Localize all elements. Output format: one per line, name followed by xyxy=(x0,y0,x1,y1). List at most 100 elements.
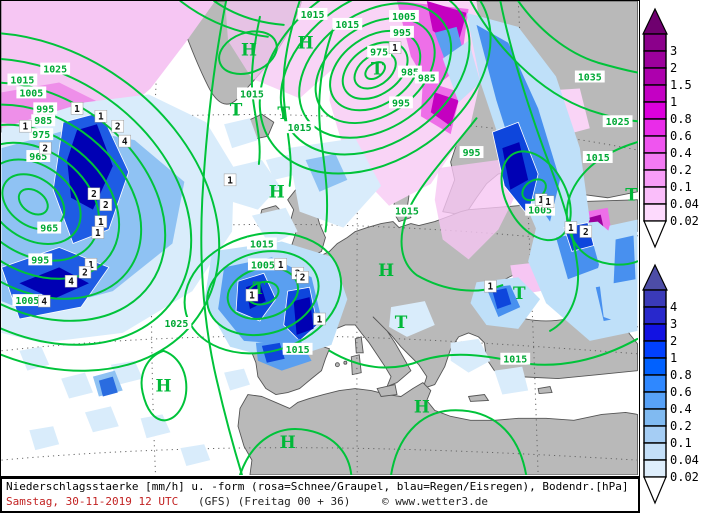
pressure-label-bg xyxy=(392,204,422,217)
precip-value-label: 1 xyxy=(278,260,284,271)
high-center: H xyxy=(241,40,257,60)
pressure-label: 1015 xyxy=(395,207,419,218)
pressure-label: 1025 xyxy=(164,319,188,330)
precip-label-bg xyxy=(39,141,52,155)
precip-value-label: 1 xyxy=(88,260,94,271)
scale-box xyxy=(643,84,667,103)
high-center: H xyxy=(269,182,285,202)
scale-label: 0.2 xyxy=(670,163,692,177)
scale-box xyxy=(643,408,667,427)
scale-label: 0.8 xyxy=(670,368,692,382)
precip-value-label: 1 xyxy=(95,228,101,239)
pressure-label: 1015 xyxy=(240,89,264,100)
precip-label-bg xyxy=(99,198,113,211)
pressure-label-bg xyxy=(574,70,605,83)
high-center: H xyxy=(156,376,172,396)
scale-box xyxy=(643,169,667,188)
precip-label-bg xyxy=(313,312,326,326)
pressure-label: 1015 xyxy=(288,123,312,134)
precip-label-bg xyxy=(94,110,108,123)
scale-box xyxy=(643,118,667,137)
pressure-label-bg xyxy=(525,203,556,216)
scale-arrow-up xyxy=(642,263,668,291)
pressure-label-bg xyxy=(284,121,315,134)
low-center: T xyxy=(371,59,384,79)
pressure-label-bg xyxy=(367,45,392,58)
precip-label-bg xyxy=(19,119,32,133)
pressure-label-bg xyxy=(26,150,51,162)
pressure-label: 995 xyxy=(463,148,481,159)
pressure-label: 1005 xyxy=(251,260,275,271)
isobar-azores-high xyxy=(140,349,188,422)
low-center: T xyxy=(277,103,290,123)
precip-value-label: 1 xyxy=(568,223,574,234)
scale-box xyxy=(643,289,667,308)
scale-label: 0.04 xyxy=(670,453,699,467)
pressure-label-bg xyxy=(459,146,484,159)
precip-value-label: 1 xyxy=(488,282,494,293)
pressure-labels: 1025101510059959859759659659951005102510… xyxy=(7,7,633,366)
precip-label-bg xyxy=(484,279,497,293)
scale-label: 0.2 xyxy=(670,419,692,433)
isobar-1015-mediterranean xyxy=(328,337,638,369)
precip-label-bg xyxy=(245,288,259,302)
land-north-africa xyxy=(237,382,638,475)
scale-box xyxy=(643,306,667,325)
isobar-greenland-high xyxy=(218,30,278,75)
colorbar-strip: 3 2 1.5 1 0.8 0.6 0.4 0.2 0.1 0.04 0.02 4 3 2 1 0.8 0.6… xyxy=(640,0,704,513)
pressure-label: 975 xyxy=(370,48,388,59)
precip-label-bg xyxy=(64,275,78,288)
scale-box xyxy=(643,50,667,69)
scale-label: 0.02 xyxy=(670,214,699,228)
scale-box xyxy=(643,442,667,461)
scale-box xyxy=(643,340,667,359)
isobar-1015-denmark xyxy=(400,117,504,292)
pressure-label: 985 xyxy=(418,73,436,84)
pressure-label: 975 xyxy=(32,130,50,141)
precip-label-bg xyxy=(91,226,105,239)
scale-label: 2 xyxy=(670,61,677,75)
precip-value-label: 2 xyxy=(300,273,306,284)
pressure-label-bg xyxy=(390,25,414,38)
caption-box: Niederschlagsstaerke [mm/h] u. -form (ro… xyxy=(0,477,640,513)
pressure-label-bg xyxy=(40,62,71,75)
land-sicily xyxy=(376,384,398,397)
precip-value-label: 2 xyxy=(82,268,88,279)
land-cyprus xyxy=(537,386,553,394)
pressure-label-bg xyxy=(282,342,313,355)
pressure-label: 1015 xyxy=(250,239,274,250)
precip-label-bg xyxy=(388,41,402,54)
low-center: T xyxy=(625,185,638,205)
precip-label-bg xyxy=(564,221,578,234)
pressure-label-bg xyxy=(37,221,62,234)
scale-box xyxy=(643,186,667,205)
scale-arrow-down xyxy=(643,476,667,505)
scale-box xyxy=(643,33,667,52)
pressure-label: 995 xyxy=(31,255,49,266)
isobar-1035-russia-high xyxy=(517,1,638,74)
pressure-label: 965 xyxy=(40,224,58,235)
precip-value-label: 1 xyxy=(23,122,29,133)
scale-label: 3 xyxy=(670,317,677,331)
pressure-label: 1005 xyxy=(392,12,416,23)
isobar-tunisia-high xyxy=(390,409,528,475)
precip-value-label: 1 xyxy=(98,217,104,228)
scale-label: 1 xyxy=(670,95,677,109)
isobars xyxy=(1,1,638,475)
precip-value-label: 1 xyxy=(538,195,544,206)
land-corsica xyxy=(354,336,364,354)
map-area: 1025 1015 1005 995 985 975 965 965 995 1005 1025 10… xyxy=(0,0,640,477)
pressure-label: 1005 xyxy=(528,206,552,217)
scale-arrow-down xyxy=(643,220,667,249)
precip-value-label: 2 xyxy=(103,200,109,211)
scale-box xyxy=(643,459,667,478)
pressure-label: 1015 xyxy=(10,75,34,86)
scale-label: 0.1 xyxy=(670,436,692,450)
scale-box xyxy=(643,135,667,154)
precip-label-bg xyxy=(111,119,124,133)
scale-arrow-up xyxy=(642,7,668,35)
pressure-label-bg xyxy=(12,294,43,307)
precip-value-label: 1 xyxy=(98,112,104,123)
precip-value-label: 1 xyxy=(227,175,233,186)
